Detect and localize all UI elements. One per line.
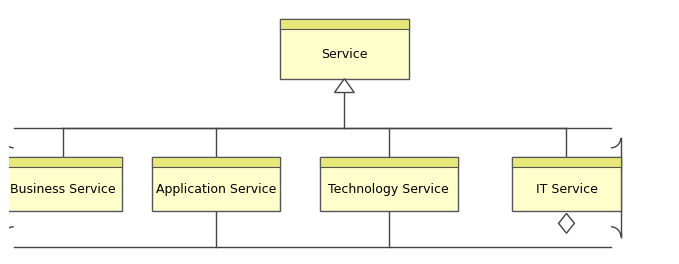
Text: Application Service: Application Service	[156, 183, 276, 196]
Bar	[4, 157, 122, 211]
Bar	[280, 20, 409, 29]
Bar	[152, 157, 280, 211]
Text: Technology Service: Technology Service	[329, 183, 449, 196]
Bar	[152, 157, 280, 167]
Text: Business Service: Business Service	[10, 183, 116, 196]
Bar	[512, 157, 621, 167]
Bar	[512, 157, 621, 211]
Bar	[280, 20, 409, 79]
Text: Service: Service	[321, 48, 367, 60]
Bar	[4, 157, 122, 167]
Text: IT Service: IT Service	[536, 183, 598, 196]
Polygon shape	[335, 79, 354, 92]
Polygon shape	[559, 213, 574, 233]
Bar	[320, 157, 458, 211]
Bar	[320, 157, 458, 167]
